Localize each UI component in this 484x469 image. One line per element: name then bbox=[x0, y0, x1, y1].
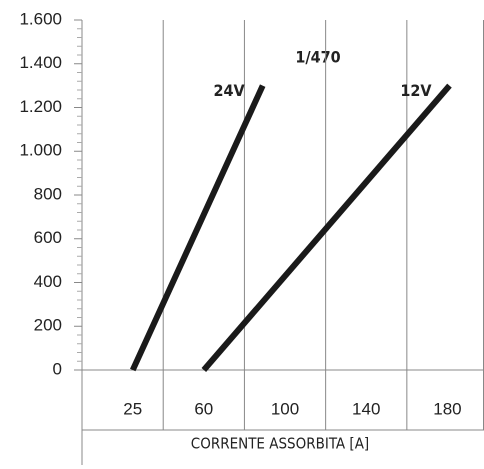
x-tick-label: 60 bbox=[194, 399, 213, 418]
y-tick-label: 1.000 bbox=[19, 141, 62, 160]
series-line bbox=[130, 84, 266, 372]
y-tick-label: 1.200 bbox=[19, 97, 62, 116]
annotation: 1/470 bbox=[295, 48, 340, 67]
y-tick-label: 0 bbox=[53, 359, 62, 378]
x-tick-label: 100 bbox=[271, 399, 299, 418]
series-label: 12V bbox=[400, 81, 432, 100]
x-tick-label: 140 bbox=[352, 399, 380, 418]
x-axis-label: CORRENTE ASSORBITA [A] bbox=[191, 435, 369, 453]
y-tick-label: 600 bbox=[34, 228, 62, 247]
y-tick-label: 1.600 bbox=[19, 9, 62, 28]
y-tick-label: 400 bbox=[34, 272, 62, 291]
y-tick-label: 200 bbox=[34, 316, 62, 335]
x-tick-label: 25 bbox=[123, 399, 142, 418]
y-tick-label: 1.400 bbox=[19, 53, 62, 72]
y-tick-label: 800 bbox=[34, 184, 62, 203]
series-line bbox=[201, 83, 452, 372]
x-tick-label: 180 bbox=[433, 399, 461, 418]
series-label: 24V bbox=[214, 81, 246, 100]
